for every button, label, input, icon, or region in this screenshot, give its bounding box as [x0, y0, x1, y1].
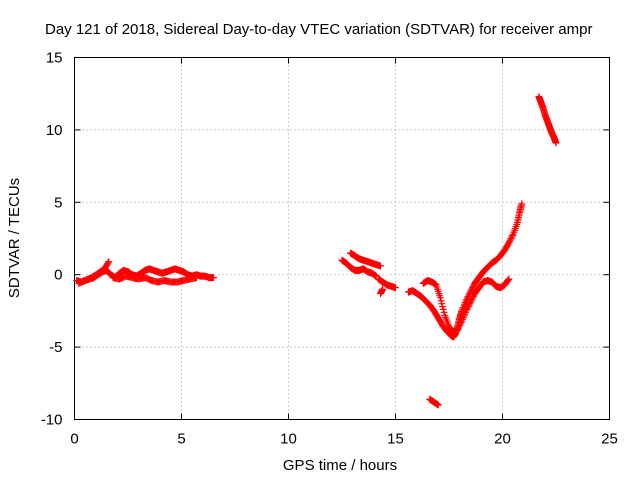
data-point [210, 274, 218, 282]
data-point [455, 323, 463, 331]
x-tick-label: 10 [280, 431, 297, 448]
data-series [374, 275, 399, 292]
data-point [456, 320, 464, 328]
y-tick-label: 15 [46, 50, 63, 67]
data-series [75, 258, 113, 287]
data-point [504, 276, 512, 284]
plot-frame [74, 57, 610, 420]
data-point [438, 300, 446, 308]
data-point [461, 309, 469, 317]
x-tick-label: 20 [494, 431, 511, 448]
data-point [462, 307, 470, 315]
data-point [104, 259, 112, 267]
data-point [436, 294, 444, 302]
data-point [460, 302, 468, 310]
data-point [454, 324, 462, 332]
data-point [508, 233, 516, 241]
chart-title: Day 121 of 2018, Sidereal Day-to-day VTE… [45, 21, 592, 38]
data-point [458, 317, 466, 325]
data-point [459, 314, 467, 322]
data-point [192, 274, 200, 282]
data-point [468, 295, 476, 303]
data-point [463, 305, 471, 313]
data-point [507, 235, 515, 242]
x-tick-label: 15 [387, 431, 404, 448]
data-series [377, 285, 387, 298]
data-point [505, 239, 513, 247]
y-tick-label: -5 [49, 339, 62, 356]
data-point [439, 303, 447, 311]
data-series [404, 200, 526, 341]
data-point [437, 297, 445, 305]
data-series [338, 256, 380, 280]
data-point [392, 284, 399, 292]
data-point [505, 275, 513, 283]
data-point [508, 232, 516, 240]
data-point [465, 301, 473, 309]
data-point [506, 237, 514, 245]
data-point [456, 321, 464, 329]
data-point [434, 401, 442, 409]
data-point [518, 200, 526, 208]
data-point [105, 258, 113, 266]
y-tick-label: 10 [46, 122, 63, 139]
data-series [109, 272, 200, 286]
data-series [347, 249, 385, 270]
data-point [466, 300, 474, 308]
data-point [461, 310, 469, 318]
x-axis-label: GPS time / hours [283, 457, 397, 474]
data-point [454, 326, 462, 334]
data-point [377, 262, 385, 270]
y-tick-label: -10 [41, 412, 63, 429]
y-tick-label: 5 [54, 194, 62, 211]
y-tick-label: 0 [54, 267, 62, 284]
data-points [73, 93, 560, 409]
data-point [467, 297, 475, 305]
data-point [439, 305, 447, 313]
data-point [459, 315, 467, 323]
data-point [506, 236, 514, 244]
y-axis-label: SDTVAR / TECUs [6, 178, 23, 298]
x-tick-label: 5 [177, 431, 185, 448]
data-point [469, 294, 477, 302]
grid [74, 57, 610, 420]
data-point [460, 312, 468, 320]
data-series [535, 93, 560, 147]
data-point [466, 298, 474, 306]
data-point [469, 284, 477, 292]
data-series [426, 395, 442, 409]
axis-ticks: 0 5 10 15 20 25 -10 -5 0 5 10 15 [41, 50, 618, 448]
x-tick-label: 0 [70, 431, 78, 448]
data-point [440, 308, 448, 316]
data-point [457, 318, 465, 326]
x-tick-label: 25 [601, 431, 618, 448]
data-point [469, 282, 477, 290]
data-point [552, 139, 560, 147]
data-point [464, 303, 472, 311]
data-point [379, 285, 387, 293]
data-point [464, 304, 472, 312]
data-series [419, 275, 513, 337]
data-point [469, 292, 477, 300]
